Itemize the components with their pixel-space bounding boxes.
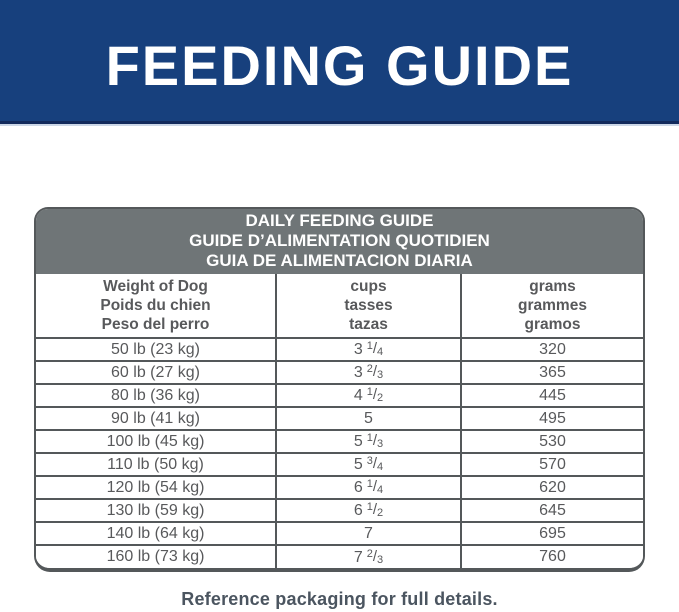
grams-cell: 760 bbox=[460, 544, 643, 568]
cups-whole: 5 bbox=[353, 456, 363, 473]
cups-fraction: 1/2 bbox=[366, 501, 384, 519]
weight-cell: 60 lb (27 kg) bbox=[36, 360, 277, 385]
weight-cell: 110 lb (50 kg) bbox=[36, 452, 277, 477]
grams-cell: 495 bbox=[460, 406, 643, 431]
cups-fraction: 2/3 bbox=[366, 547, 384, 566]
cups-whole: 3 bbox=[353, 364, 363, 381]
cups-whole: 6 bbox=[353, 479, 363, 496]
weight-cell: 140 lb (64 kg) bbox=[36, 521, 277, 546]
grams-header-en: grams bbox=[529, 278, 576, 295]
grams-header-fr: grammes bbox=[518, 297, 587, 314]
grams-cell: 620 bbox=[460, 475, 643, 500]
weight-cell: 100 lb (45 kg) bbox=[36, 429, 277, 454]
cups-whole: 6 bbox=[353, 502, 363, 519]
cups-whole: 4 bbox=[353, 387, 363, 404]
table-title: DAILY FEEDING GUIDE GUIDE D’ALIMENTATION… bbox=[36, 209, 643, 274]
cups-header-en: cups bbox=[350, 278, 387, 295]
table-row: 120 lb (54 kg) 6 1/4 620 bbox=[36, 475, 643, 500]
table-row: 130 lb (59 kg) 6 1/2 645 bbox=[36, 498, 643, 523]
grams-header-es: gramos bbox=[524, 316, 581, 333]
banner-title: FEEDING GUIDE bbox=[105, 34, 574, 97]
cups-header-fr: tasses bbox=[344, 297, 393, 314]
cups-whole: 5 bbox=[353, 433, 363, 450]
cups-fraction: 1/3 bbox=[366, 432, 384, 450]
table-title-line-en: DAILY FEEDING GUIDE bbox=[245, 211, 434, 230]
footer-note: Reference packaging for full details. bbox=[181, 589, 498, 609]
cups-cell: 3 1/4 bbox=[275, 337, 462, 362]
cups-fraction: 3/4 bbox=[366, 455, 384, 473]
grams-cell: 320 bbox=[460, 337, 643, 362]
weight-cell: 160 lb (73 kg) bbox=[36, 544, 277, 568]
banner-divider bbox=[0, 124, 679, 126]
weight-cell: 120 lb (54 kg) bbox=[36, 475, 277, 500]
cups-cell: 5 1/3 bbox=[275, 429, 462, 454]
cups-whole: 3 bbox=[353, 341, 363, 358]
cups-cell: 5 3/4 bbox=[275, 452, 462, 477]
grams-cell: 530 bbox=[460, 429, 643, 454]
table-row: 50 lb (23 kg) 3 1/4 320 bbox=[36, 337, 643, 362]
cups-cell: 7 2/3 bbox=[275, 544, 462, 568]
cups-fraction: 1/2 bbox=[366, 386, 384, 404]
weight-cell: 130 lb (59 kg) bbox=[36, 498, 277, 523]
table-title-line-es: GUIA DE ALIMENTACION DIARIA bbox=[206, 251, 473, 270]
cups-fraction: 1/4 bbox=[366, 478, 384, 496]
weight-cell: 90 lb (41 kg) bbox=[36, 406, 277, 431]
weight-cell: 50 lb (23 kg) bbox=[36, 337, 277, 362]
grams-cell: 365 bbox=[460, 360, 643, 385]
daily-feeding-guide-table: DAILY FEEDING GUIDE GUIDE D’ALIMENTATION… bbox=[34, 207, 645, 572]
table-row: 60 lb (27 kg) 3 2/3 365 bbox=[36, 360, 643, 385]
cups-fraction: 1/4 bbox=[366, 340, 384, 358]
cups-whole: 5 bbox=[364, 409, 373, 427]
weight-header-en: Weight of Dog bbox=[103, 278, 208, 295]
grams-cell: 570 bbox=[460, 452, 643, 477]
feeding-table: Weight of Dog Poids du chien Peso del pe… bbox=[36, 274, 643, 568]
table-row: 160 lb (73 kg) 7 2/3 760 bbox=[36, 544, 643, 568]
weight-header-es: Peso del perro bbox=[101, 316, 210, 333]
table-row: 140 lb (64 kg) 7 695 bbox=[36, 521, 643, 546]
cups-fraction: 2/3 bbox=[366, 363, 384, 381]
cups-whole: 7 bbox=[364, 524, 373, 542]
table-row: 90 lb (41 kg) 5 495 bbox=[36, 406, 643, 431]
cups-whole: 7 bbox=[353, 548, 363, 566]
cups-cell: 4 1/2 bbox=[275, 383, 462, 408]
header-row: Weight of Dog Poids du chien Peso del pe… bbox=[36, 274, 643, 339]
weight-cell: 80 lb (36 kg) bbox=[36, 383, 277, 408]
grams-cell: 645 bbox=[460, 498, 643, 523]
table-title-line-fr: GUIDE D’ALIMENTATION QUOTIDIEN bbox=[189, 231, 490, 250]
cups-cell: 6 1/4 bbox=[275, 475, 462, 500]
weight-header-fr: Poids du chien bbox=[100, 297, 211, 314]
cups-cell: 6 1/2 bbox=[275, 498, 462, 523]
table-row: 80 lb (36 kg) 4 1/2 445 bbox=[36, 383, 643, 408]
column-header-grams: grams grammes gramos bbox=[460, 274, 643, 339]
cups-cell: 3 2/3 bbox=[275, 360, 462, 385]
grams-cell: 445 bbox=[460, 383, 643, 408]
cups-header-es: tazas bbox=[349, 316, 388, 333]
grams-cell: 695 bbox=[460, 521, 643, 546]
column-header-cups: cups tasses tazas bbox=[275, 274, 462, 339]
cups-cell: 5 bbox=[275, 406, 462, 431]
table-row: 110 lb (50 kg) 5 3/4 570 bbox=[36, 452, 643, 477]
column-header-weight: Weight of Dog Poids du chien Peso del pe… bbox=[36, 274, 277, 339]
feeding-guide-banner: FEEDING GUIDE bbox=[0, 0, 679, 124]
cups-cell: 7 bbox=[275, 521, 462, 546]
table-row: 100 lb (45 kg) 5 1/3 530 bbox=[36, 429, 643, 454]
